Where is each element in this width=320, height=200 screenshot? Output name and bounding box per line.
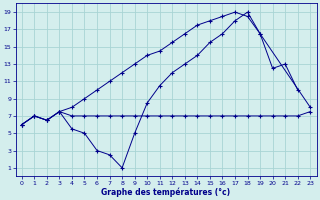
X-axis label: Graphe des températures (°c): Graphe des températures (°c) <box>101 187 231 197</box>
